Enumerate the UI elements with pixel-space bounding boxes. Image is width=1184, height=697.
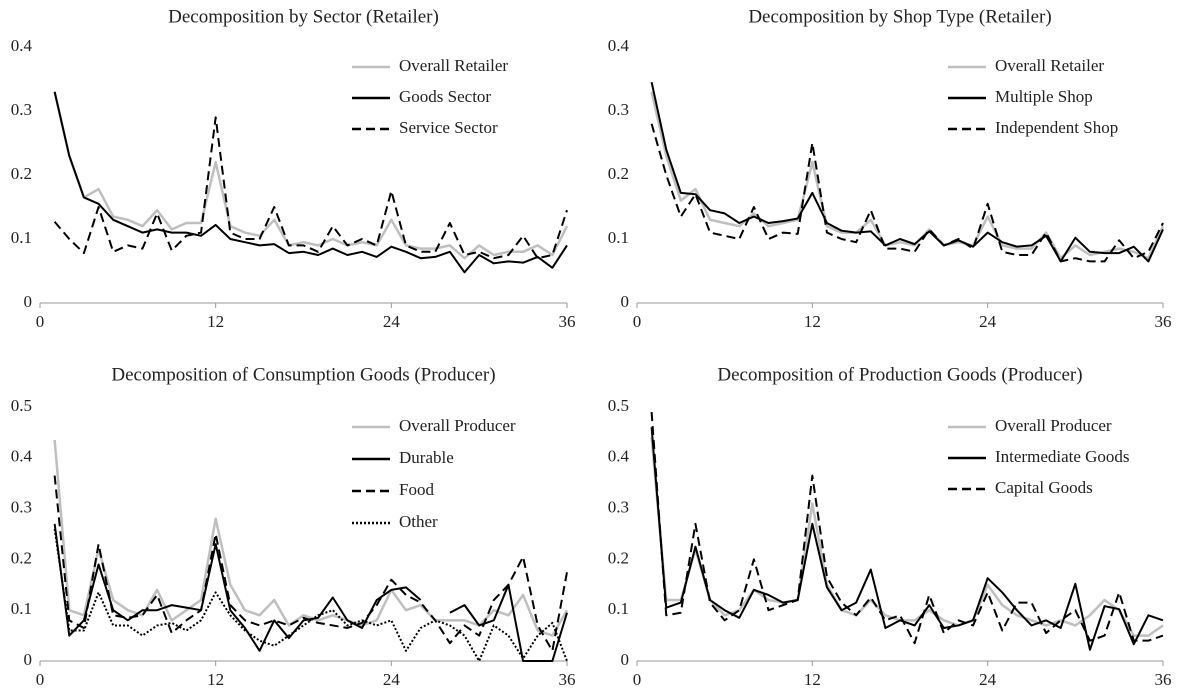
- y-tick-label: 0.4: [608, 447, 630, 466]
- chart-title: Decomposition by Shop Type (Retailer): [748, 6, 1051, 27]
- series-line: [650, 81, 1164, 263]
- x-tick-label: 36: [559, 670, 576, 689]
- series-line: [650, 412, 1164, 645]
- x-tick-label: 12: [804, 312, 821, 331]
- y-tick-label: 0.5: [608, 396, 629, 415]
- series-line: [53, 439, 569, 637]
- x-tick-label: 24: [383, 670, 401, 689]
- legend-label: Overall Retailer: [399, 56, 508, 75]
- legend-label: Durable: [399, 448, 454, 467]
- series-line: [650, 91, 1165, 260]
- series-line: [53, 475, 568, 652]
- series-line: [53, 116, 568, 260]
- y-tick-label: 0.1: [608, 228, 629, 247]
- legend-label: Food: [399, 480, 434, 499]
- y-tick-label: 0: [621, 650, 630, 669]
- series-line: [650, 437, 1164, 637]
- x-tick-label: 0: [36, 670, 45, 689]
- y-tick-label: 0.3: [608, 100, 629, 119]
- y-tick-label: 0.2: [608, 164, 629, 183]
- y-tick-label: 0.1: [608, 599, 629, 618]
- legend-label: Overall Retailer: [995, 56, 1104, 75]
- x-tick-label: 12: [804, 670, 821, 689]
- y-tick-label: 0.5: [11, 396, 32, 415]
- y-tick-label: 0.3: [608, 498, 629, 517]
- y-tick-label: 0.2: [608, 548, 629, 567]
- x-tick-label: 24: [979, 670, 997, 689]
- x-tick-label: 0: [633, 670, 642, 689]
- x-tick-label: 36: [1155, 312, 1172, 331]
- y-tick-label: 0.3: [11, 498, 32, 517]
- y-tick-label: 0.4: [608, 36, 630, 55]
- chart-title: Decomposition by Sector (Retailer): [168, 6, 439, 27]
- x-tick-label: 36: [1155, 670, 1172, 689]
- x-tick-label: 12: [207, 312, 224, 331]
- legend-label: Goods Sector: [399, 87, 491, 106]
- legend-label: Overall Producer: [399, 416, 516, 435]
- x-tick-label: 0: [36, 312, 45, 331]
- y-tick-label: 0.4: [11, 36, 33, 55]
- series-line: [650, 123, 1164, 263]
- legend-label: Independent Shop: [995, 118, 1118, 137]
- legend-label: Capital Goods: [995, 478, 1093, 497]
- y-tick-label: 0.2: [11, 548, 32, 567]
- y-tick-label: 0.2: [11, 164, 32, 183]
- x-tick-label: 24: [383, 312, 401, 331]
- legend-label: Other: [399, 512, 438, 531]
- y-tick-label: 0: [24, 650, 33, 669]
- y-tick-label: 0.3: [11, 100, 32, 119]
- series-line: [650, 427, 1164, 651]
- y-tick-label: 0: [621, 292, 630, 311]
- legend-label: Intermediate Goods: [995, 447, 1130, 466]
- series-line: [53, 91, 568, 274]
- y-tick-label: 0: [24, 292, 33, 311]
- chart-title: Decomposition of Consumption Goods (Prod…: [111, 364, 495, 385]
- x-tick-label: 24: [979, 312, 997, 331]
- y-tick-label: 0.1: [11, 599, 32, 618]
- series-line: [53, 523, 568, 662]
- series-line: [53, 528, 568, 662]
- chart-title: Decomposition of Production Goods (Produ…: [717, 364, 1082, 385]
- x-tick-label: 36: [559, 312, 576, 331]
- legend-label: Multiple Shop: [995, 87, 1093, 106]
- legend-label: Overall Producer: [995, 416, 1112, 435]
- x-tick-label: 12: [207, 670, 224, 689]
- x-tick-label: 0: [633, 312, 642, 331]
- y-tick-label: 0.1: [11, 228, 32, 247]
- legend-label: Service Sector: [399, 118, 498, 137]
- series-line: [53, 91, 569, 260]
- y-tick-label: 0.4: [11, 447, 33, 466]
